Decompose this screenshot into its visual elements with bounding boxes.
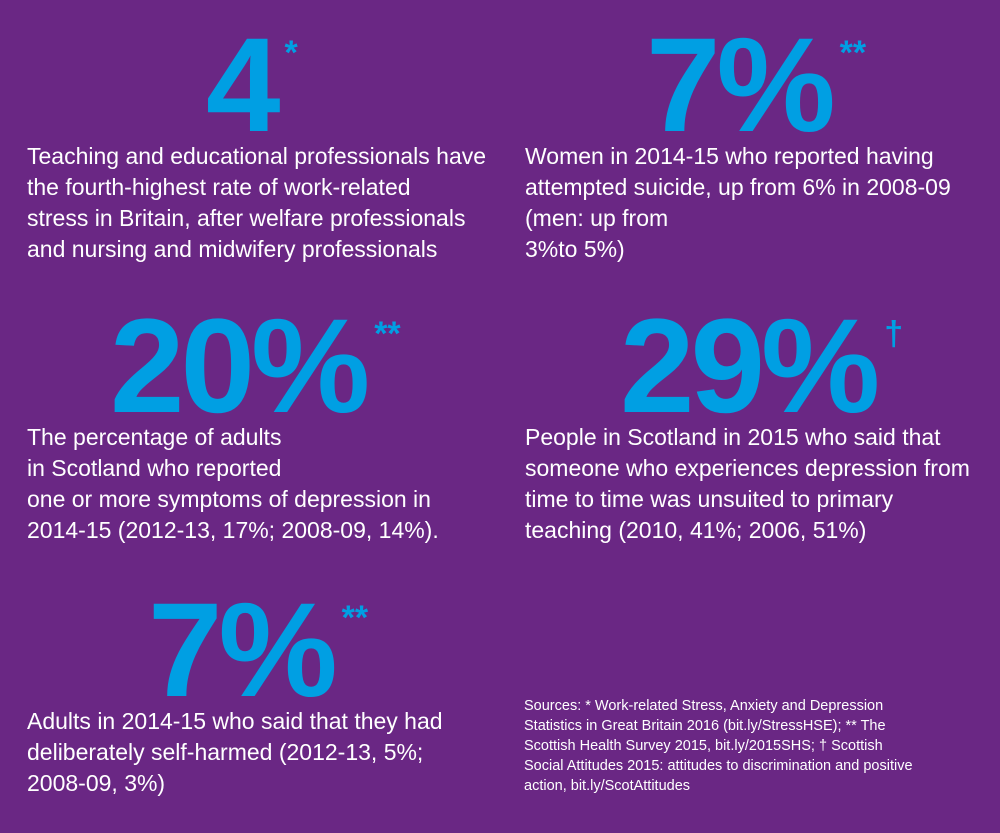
footnote-mark: ** <box>341 599 369 637</box>
stat-value: 20% <box>110 292 370 441</box>
stat-number: 7% ** <box>646 11 867 160</box>
stat-value: 4 <box>206 11 281 160</box>
stat-description: People in Scotland in 2015 who said that… <box>525 424 970 543</box>
stat-description: The percentage of adults in Scotland who… <box>27 424 439 543</box>
stat-description: Teaching and educational professionals h… <box>27 143 487 262</box>
footnote-mark: ** <box>839 34 867 72</box>
sources-note: Sources: * Work-related Stress, Anxiety … <box>524 698 913 794</box>
stat-value: 7% <box>646 11 836 160</box>
stat-number: 20% ** <box>110 292 401 441</box>
stat-value: 29% <box>620 292 880 441</box>
stat-description: Adults in 2014-15 who said that they had… <box>27 708 443 796</box>
stat-number: 7% ** <box>148 576 369 725</box>
stat-value: 7% <box>148 576 338 725</box>
stat-number: 4 * <box>206 11 298 160</box>
footnote-mark: * <box>284 34 298 72</box>
footnote-mark: † <box>884 315 904 353</box>
footnote-mark: ** <box>374 315 401 353</box>
stat-description: Women in 2014-15 who reported having att… <box>525 143 951 262</box>
stat-number: 29% † <box>620 292 904 441</box>
